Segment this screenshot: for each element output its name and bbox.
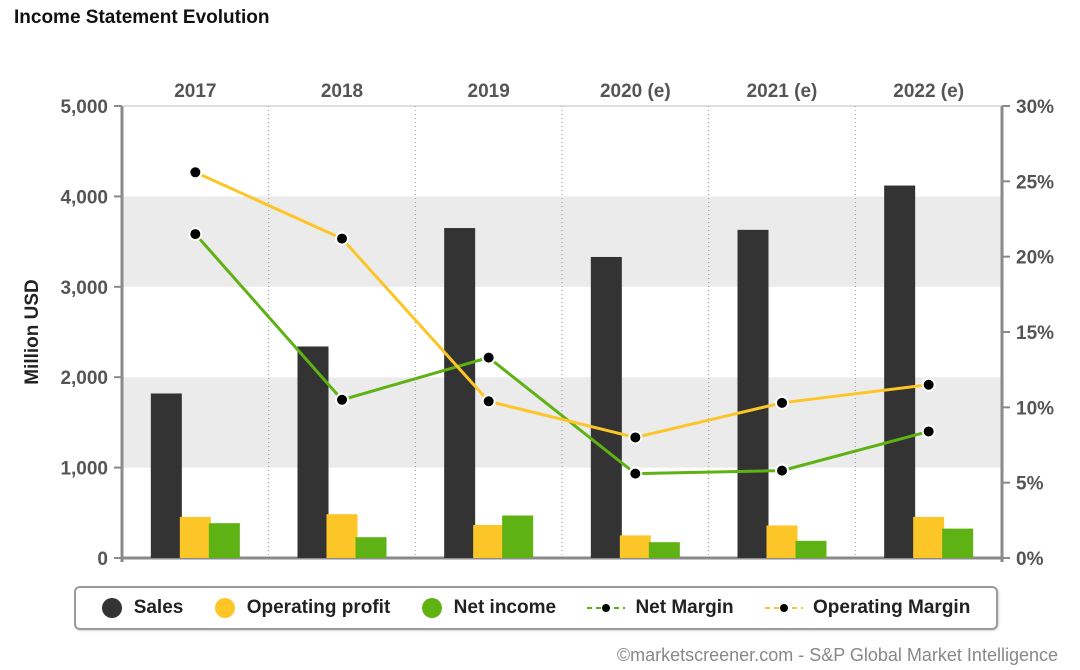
legend-label: Net Margin bbox=[635, 597, 734, 618]
legend-item-operating-profit: Operating profit bbox=[214, 597, 391, 619]
bar-net-income bbox=[208, 523, 240, 558]
category-label: 2022 (e) bbox=[893, 81, 964, 102]
legend-line-swatch bbox=[587, 603, 626, 613]
legend-swatch bbox=[214, 598, 235, 618]
legend-item-net-margin: Net Margin bbox=[587, 597, 734, 619]
y2-tick-label: 10% bbox=[1016, 398, 1054, 419]
y-tick-label: 5,000 bbox=[60, 97, 108, 118]
chart-title: Income Statement Evolution bbox=[14, 7, 270, 28]
point-net-margin bbox=[775, 463, 789, 478]
line-operating-margin bbox=[194, 170, 929, 439]
y2-tick-label: 25% bbox=[1016, 172, 1054, 193]
y-tick-label: 2,000 bbox=[60, 368, 108, 389]
legend-item-sales: Sales bbox=[101, 597, 184, 619]
legend-line-swatch bbox=[765, 603, 804, 613]
bar-sales bbox=[150, 393, 182, 558]
grid-band bbox=[122, 467, 1002, 558]
bar-sales bbox=[444, 228, 476, 559]
footer-credit: ©marketscreener.com - S&P Global Market … bbox=[616, 645, 1058, 665]
point-operating-margin bbox=[775, 395, 789, 410]
bar-operating-profit bbox=[179, 516, 211, 558]
point-operating-margin bbox=[921, 377, 936, 392]
legend-label: Operating profit bbox=[246, 597, 391, 618]
point-operating-margin bbox=[628, 430, 643, 445]
bar-sales bbox=[737, 229, 769, 558]
bar-sales bbox=[297, 346, 329, 558]
legend: Sales Operating profit Net income Net Margi… bbox=[74, 586, 998, 630]
legend-item-net-income: Net income bbox=[421, 597, 557, 619]
y-tick-label: 3,000 bbox=[60, 278, 108, 299]
legend-swatch bbox=[421, 598, 442, 618]
y-tick-label: 1,000 bbox=[60, 459, 108, 480]
bar-net-income bbox=[502, 515, 534, 558]
legend-label: Operating Margin bbox=[813, 597, 971, 618]
bar-net-income bbox=[795, 540, 827, 558]
category-label: 2017 bbox=[174, 81, 216, 102]
y2-tick-label: 15% bbox=[1016, 323, 1054, 344]
y-tick-label: 0 bbox=[97, 549, 108, 570]
y2-tick-label: 30% bbox=[1016, 97, 1054, 118]
y2-tick-label: 20% bbox=[1016, 248, 1054, 269]
bar-net-income bbox=[942, 528, 974, 558]
point-net-margin bbox=[481, 350, 496, 365]
point-net-margin bbox=[188, 227, 203, 242]
bar-operating-profit bbox=[326, 514, 358, 558]
point-net-margin bbox=[921, 424, 936, 439]
legend-label: Sales bbox=[133, 597, 184, 618]
bar-operating-profit bbox=[473, 525, 505, 558]
legend-swatch bbox=[101, 598, 122, 618]
category-label: 2020 (e) bbox=[600, 81, 671, 102]
point-operating-margin bbox=[335, 231, 349, 246]
chart-plot: 2017 2018 2019 2020 (e) 2021 (e) 2022 (e) 0 1,… bbox=[22, 81, 1054, 570]
category-label: 2019 bbox=[468, 81, 510, 102]
y-axis-label: Million USD bbox=[22, 279, 43, 385]
line-net-margin bbox=[194, 233, 930, 476]
grid-band bbox=[122, 106, 1002, 197]
bar-operating-profit bbox=[913, 516, 945, 558]
point-operating-margin bbox=[188, 165, 203, 180]
bar-operating-profit bbox=[766, 525, 798, 558]
bar-operating-profit bbox=[619, 535, 651, 558]
bar-sales bbox=[884, 185, 916, 558]
bar-sales bbox=[590, 256, 622, 558]
point-operating-margin bbox=[481, 394, 496, 409]
y2-tick-label: 0% bbox=[1016, 549, 1044, 570]
legend-item-operating-margin: Operating Margin bbox=[765, 597, 970, 619]
y-tick-label: 4,000 bbox=[60, 187, 108, 208]
point-net-margin bbox=[628, 466, 643, 481]
category-label: 2018 bbox=[321, 81, 363, 102]
bar-net-income bbox=[648, 542, 680, 558]
bar-net-income bbox=[355, 537, 387, 558]
point-net-margin bbox=[335, 392, 349, 407]
grid-band bbox=[122, 196, 1002, 287]
y2-tick-label: 5% bbox=[1016, 474, 1044, 495]
category-label: 2021 (e) bbox=[747, 81, 818, 102]
legend-label: Net income bbox=[453, 597, 557, 618]
